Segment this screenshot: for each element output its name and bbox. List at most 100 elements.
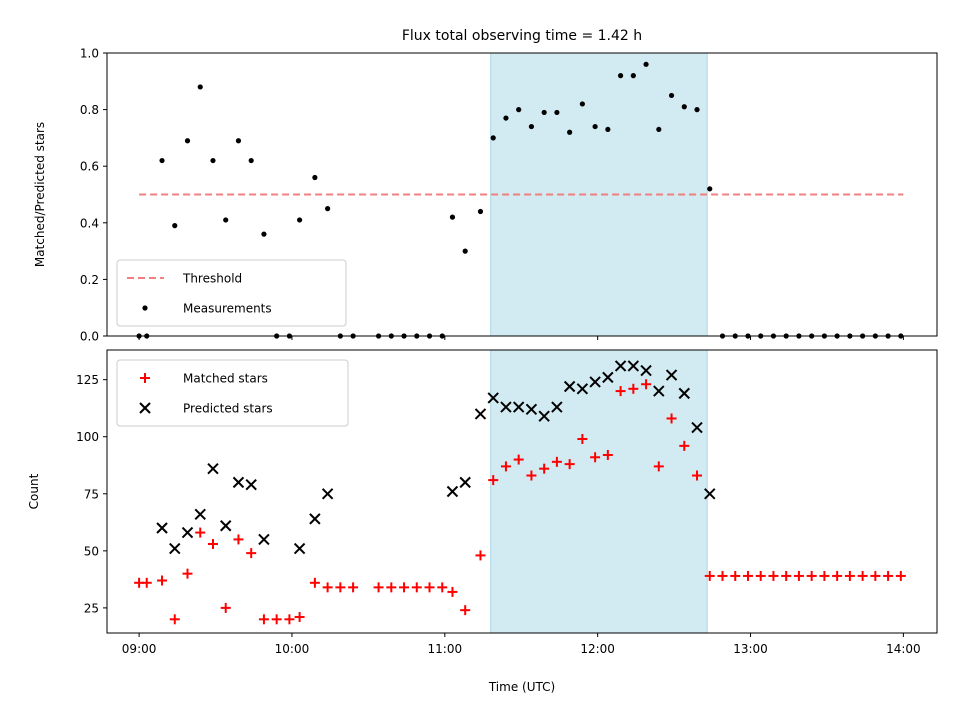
- data-point: [141, 577, 152, 588]
- data-point: [246, 548, 257, 559]
- data-point: [184, 138, 191, 144]
- y-tick-label: 0.8: [80, 103, 99, 117]
- data-point: [781, 570, 792, 581]
- data-point: [870, 570, 881, 581]
- data-point: [717, 570, 728, 581]
- data-point: [617, 73, 624, 79]
- data-point: [459, 476, 471, 489]
- data-point: [564, 459, 575, 470]
- data-point: [589, 376, 601, 388]
- data-point: [691, 421, 703, 434]
- y-axis-label: Matched/Predicted stars: [33, 122, 47, 267]
- data-point: [156, 522, 168, 534]
- data-point: [679, 440, 690, 451]
- data-point: [704, 570, 715, 581]
- data-point: [197, 84, 203, 90]
- x-tick-label: 09:00: [122, 642, 157, 656]
- y-axis-label: Count: [27, 473, 41, 509]
- axes-frame: [106, 52, 938, 337]
- data-point: [207, 462, 219, 475]
- data-point: [590, 452, 601, 463]
- data-point: [857, 570, 868, 581]
- data-point: [678, 387, 690, 400]
- data-point: [666, 413, 677, 424]
- data-point: [348, 582, 359, 593]
- data-point: [447, 586, 458, 597]
- data-point: [614, 360, 627, 372]
- data-point: [245, 478, 257, 491]
- data-point: [233, 534, 244, 545]
- y-tick-label: 50: [84, 544, 99, 558]
- series-predicted-stars: [156, 360, 716, 555]
- data-point: [554, 109, 560, 116]
- x-axis-label: Time (UTC): [488, 680, 555, 694]
- data-point: [503, 115, 509, 121]
- data-point: [296, 217, 303, 223]
- data-point: [460, 605, 471, 616]
- data-point: [742, 570, 753, 581]
- data-point: [707, 186, 713, 192]
- data-point: [220, 602, 231, 613]
- data-point: [223, 217, 229, 223]
- data-point: [321, 488, 334, 500]
- data-point: [806, 570, 817, 581]
- data-point: [411, 582, 422, 593]
- bottom-panel-counts: 25 50 75 100 125 09:00 10:00 11:00 12:00 13:00 14:…: [27, 349, 938, 656]
- data-point: [755, 570, 766, 581]
- data-point: [819, 570, 830, 581]
- chart-title: Flux total observing time = 1.42 h: [402, 28, 642, 44]
- data-point: [169, 542, 181, 555]
- legend: Matched stars Predicted stars: [116, 359, 349, 427]
- data-point: [207, 538, 218, 549]
- data-point: [258, 614, 269, 625]
- data-point: [248, 157, 254, 164]
- data-point: [159, 157, 165, 164]
- data-point: [488, 475, 499, 486]
- data-point: [579, 101, 585, 107]
- y-tick-label: 75: [84, 487, 99, 501]
- legend-swatch: [139, 402, 151, 414]
- legend-box: [116, 259, 347, 327]
- data-point: [563, 380, 576, 393]
- data-point: [322, 582, 333, 593]
- y-tick-label: 0.2: [80, 273, 99, 287]
- data-point: [615, 386, 626, 397]
- data-point: [694, 107, 700, 113]
- data-point: [567, 129, 573, 135]
- data-point: [181, 526, 194, 539]
- data-point: [312, 174, 318, 181]
- data-point: [592, 123, 598, 130]
- data-point: [258, 533, 270, 546]
- data-point: [526, 470, 537, 481]
- data-point: [157, 575, 168, 586]
- data-point: [235, 138, 242, 144]
- data-point: [551, 401, 563, 413]
- data-point: [665, 369, 678, 381]
- data-point: [653, 385, 665, 397]
- data-point: [474, 408, 487, 420]
- data-point: [895, 570, 906, 581]
- data-point: [475, 550, 486, 561]
- data-point: [309, 513, 321, 525]
- data-point: [293, 542, 306, 555]
- data-point: [487, 392, 499, 404]
- data-point: [541, 109, 547, 116]
- data-point: [602, 449, 613, 460]
- data-point: [335, 582, 346, 593]
- data-point: [730, 570, 741, 581]
- data-point: [643, 61, 649, 67]
- data-point: [883, 570, 894, 581]
- data-point: [194, 508, 206, 521]
- data-point: [528, 123, 535, 130]
- data-point: [210, 157, 216, 164]
- data-point: [500, 461, 511, 472]
- data-point: [768, 570, 779, 581]
- data-point: [500, 401, 512, 413]
- data-point: [271, 614, 282, 625]
- x-tick-label: 13:00: [733, 642, 768, 656]
- data-point: [477, 208, 484, 215]
- data-point: [641, 379, 652, 390]
- data-point: [220, 520, 232, 532]
- y-tick-label: 125: [76, 373, 99, 387]
